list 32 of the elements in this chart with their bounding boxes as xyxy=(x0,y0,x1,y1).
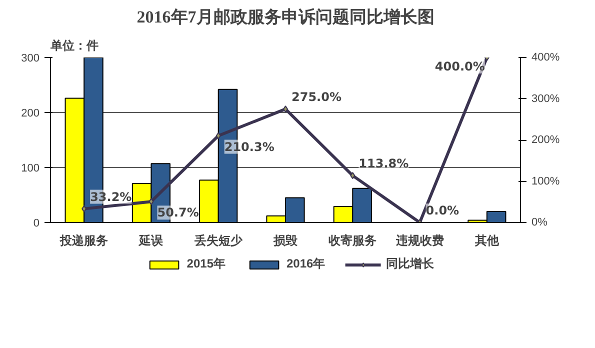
x-tick-label: 违规收费 xyxy=(394,234,444,248)
legend-label: 2016年 xyxy=(286,256,326,272)
y-tick-label: 100 xyxy=(21,162,40,174)
legend-label: 同比增长 xyxy=(386,256,434,272)
x-tick-label: 收寄服务 xyxy=(328,234,377,248)
data-label: 210.3% xyxy=(224,140,274,154)
data-label: 50.7% xyxy=(157,206,199,220)
point xyxy=(148,198,154,206)
point xyxy=(216,132,221,140)
data-label: 0.0% xyxy=(426,204,460,218)
y-tick-label: 200 xyxy=(21,108,40,120)
x-tick-label: 延误 xyxy=(138,234,164,248)
data-label: 275.0% xyxy=(292,90,342,104)
data-label: 113.8% xyxy=(358,156,409,171)
x-tick-label: 丢失短少 xyxy=(193,234,244,248)
x-tick-label: 其他 xyxy=(474,234,500,248)
data-label: 400.0% xyxy=(434,60,485,74)
y2-tick-label: 200% xyxy=(532,134,560,146)
y2-tick-label: 100% xyxy=(532,175,560,188)
x-tick-label: 损毁 xyxy=(272,234,298,248)
y-tick-label: 300 xyxy=(21,52,40,64)
point xyxy=(350,172,356,180)
y2-tick-label: 0% xyxy=(532,216,548,228)
chart-title: 2016年7月邮政服务申诉问题同比增长图 xyxy=(136,8,434,26)
point xyxy=(82,205,87,212)
y-tick-label: 0 xyxy=(33,218,40,230)
legend-label: 2015年 xyxy=(186,256,226,272)
x-tick-label: 投递服务 xyxy=(59,234,108,248)
y2-tick-label: 400% xyxy=(532,52,560,64)
data-label: 33.2% xyxy=(90,190,132,204)
y2-tick-label: 300% xyxy=(532,92,560,105)
text: 单位：件 xyxy=(50,38,98,52)
